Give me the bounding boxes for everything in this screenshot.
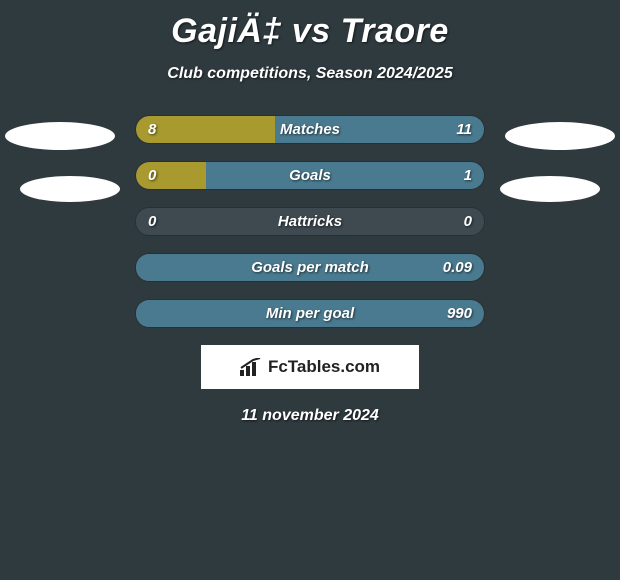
- stat-label: Min per goal: [136, 300, 484, 327]
- branding-text: FcTables.com: [268, 357, 380, 377]
- stat-row: Matches8 11: [135, 115, 485, 144]
- stat-value-left: 0: [148, 162, 156, 189]
- footer-date: 11 november 2024: [0, 407, 620, 425]
- stat-label: Matches: [136, 116, 484, 143]
- stat-row: Goals per match0.09: [135, 253, 485, 282]
- stat-value-right: 990: [447, 300, 472, 327]
- page-title: GajiÄ‡ vs Traore: [0, 0, 620, 51]
- stat-value-right: 0: [464, 208, 472, 235]
- chart-icon: [240, 358, 262, 376]
- stat-value-right: 0.09: [443, 254, 472, 281]
- decor-ellipse-right-1: [505, 122, 615, 150]
- stats-chart: Matches811Goals01Hattricks00Goals per ma…: [135, 115, 485, 328]
- decor-ellipse-left-1: [5, 122, 115, 150]
- decor-ellipse-right-2: [500, 176, 600, 202]
- stat-row: Min per goal990: [135, 299, 485, 328]
- stat-value-left: 8: [148, 116, 156, 143]
- stat-row: Goals0 1: [135, 161, 485, 190]
- decor-ellipse-left-2: [20, 176, 120, 202]
- stat-value-left: 0: [148, 208, 156, 235]
- stat-label: Goals per match: [136, 254, 484, 281]
- stat-label: Goals: [136, 162, 484, 189]
- stat-label: Hattricks: [136, 208, 484, 235]
- stat-value-right: 11: [456, 116, 472, 143]
- stat-value-right: 1: [464, 162, 472, 189]
- page-subtitle: Club competitions, Season 2024/2025: [0, 65, 620, 83]
- branding-badge: FcTables.com: [201, 345, 419, 389]
- stat-row: Hattricks0 0: [135, 207, 485, 236]
